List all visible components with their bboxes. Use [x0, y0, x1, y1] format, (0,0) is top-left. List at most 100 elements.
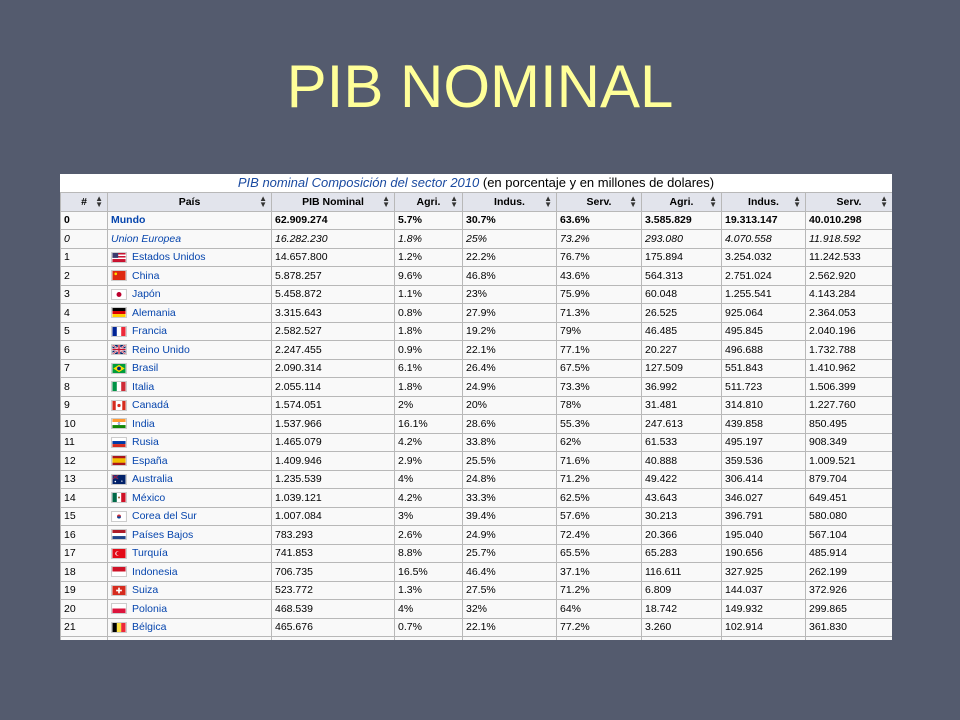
cell-indus-pct: 33.8% [462, 432, 557, 452]
cell-agri-pct: 16.5% [394, 562, 463, 582]
country-link[interactable]: Estados Unidos [132, 251, 206, 264]
sort-icon[interactable]: ▲ ▼ [450, 194, 458, 209]
cell-serv: 1.410.962 [805, 358, 892, 378]
country-link[interactable]: Francia [132, 325, 168, 338]
cell-agri-pct: 5.7% [394, 210, 463, 230]
flag-mx-icon [111, 492, 132, 504]
column-header[interactable]: # ▲ ▼ [60, 192, 108, 212]
cell-indus-pct: 27.5% [462, 580, 557, 600]
cell-serv-pct: 71.2% [556, 469, 642, 489]
country-link[interactable]: México [132, 491, 166, 504]
column-header[interactable]: Agri. ▲ ▼ [394, 192, 463, 212]
country-link[interactable]: Corea del Sur [132, 510, 197, 523]
sort-icon[interactable]: ▲ ▼ [259, 194, 267, 209]
sort-icon[interactable]: ▲ ▼ [95, 194, 103, 209]
cell-serv-pct: 73.2% [556, 229, 642, 249]
cell-agri: 6.809 [641, 580, 722, 600]
country-link[interactable]: Indonesia [132, 565, 178, 578]
country-link[interactable]: Bélgica [132, 621, 167, 634]
column-header[interactable]: PIB Nominal ▲ ▼ [271, 192, 395, 212]
caption-link[interactable]: PIB nominal [237, 175, 308, 190]
country-link[interactable]: Suiza [132, 584, 159, 597]
cell-agri: 49.422 [641, 469, 722, 489]
column-header[interactable]: Indus. ▲ ▼ [462, 192, 557, 212]
table-row: 19 Suiza 523.772 1.3% 27.5% 71.2% 6.809 144.037… [60, 580, 892, 600]
country-link[interactable]: Reino Unido [132, 343, 190, 356]
country-link[interactable]: Canadá [132, 399, 169, 412]
column-header-label: Serv. [586, 195, 612, 208]
country-link[interactable]: Países Bajos [132, 528, 194, 541]
country-cell: Francia [107, 321, 272, 341]
cell-serv-pct: 78% [556, 395, 642, 415]
country-link[interactable]: India [132, 417, 155, 430]
cell-pib: 523.772 [271, 580, 395, 600]
country-link[interactable]: Alemania [132, 306, 176, 319]
cell-serv-pct: 65.5% [556, 543, 642, 563]
cell-indus: 551.843 [721, 358, 806, 378]
column-header[interactable]: Serv. ▲ ▼ [556, 192, 642, 212]
cell-pib: 14.657.800 [271, 247, 395, 267]
column-header[interactable]: Agri. ▲ ▼ [641, 192, 722, 212]
country-cell: Corea del Sur [107, 506, 272, 526]
cell-serv: 850.495 [805, 414, 892, 434]
cell-serv-pct: 62% [556, 432, 642, 452]
sort-icon[interactable]: ▲ ▼ [629, 194, 637, 209]
cell-rank: 14 [60, 488, 108, 508]
country-link[interactable]: Rusia [132, 436, 159, 449]
flag-es-icon [111, 455, 132, 467]
cell-rank: 22 [60, 636, 108, 640]
country-link[interactable]: Australia [132, 473, 173, 486]
table-row: 4 Alemania 3.315.643 0.8% 27.9% 71.3% 26.525 92… [60, 303, 892, 323]
country-link[interactable]: China [132, 269, 160, 282]
flag-ru-icon [111, 436, 132, 448]
cell-pib: 1.007.084 [271, 506, 395, 526]
table-body: 0 Mundo 62.909.274 5.7% 30.7% 63.6% 3.585.829 1… [60, 210, 892, 640]
column-header[interactable]: Serv. ▲ ▼ [805, 192, 892, 212]
sort-icon[interactable]: ▲ ▼ [544, 194, 552, 209]
cell-serv-pct: 43.6% [556, 266, 642, 286]
cell-serv: 2.364.053 [805, 303, 892, 323]
table-row: 6 Reino Unido 2.247.455 0.9% 22.1% 77.1% 20.22… [60, 340, 892, 360]
cell-serv-pct: 57.6% [556, 506, 642, 526]
sort-icon[interactable]: ▲ ▼ [793, 194, 801, 209]
table-row: 0 Union Europea 16.282.230 1.8% 25% 73.2% 293.… [60, 229, 892, 249]
country-link[interactable]: Brasil [132, 362, 159, 375]
cell-indus-pct: 46.8% [462, 266, 557, 286]
country-link[interactable]: Turquía [132, 547, 168, 560]
country-cell: Australia [107, 469, 272, 489]
cell-serv: 11.242.533 [805, 247, 892, 267]
cell-pib: 706.735 [271, 562, 395, 582]
cell-rank: 3 [60, 284, 108, 304]
cell-agri-pct: 0.7% [394, 617, 463, 637]
cell-serv: 1.009.521 [805, 451, 892, 471]
cell-serv: 580.080 [805, 506, 892, 526]
sort-icon[interactable]: ▲ ▼ [709, 194, 717, 209]
cell-serv: 908.349 [805, 432, 892, 452]
cell-indus: 359.536 [721, 451, 806, 471]
cell-agri-pct: 4.2% [394, 488, 463, 508]
cell-indus-pct: 28.6% [462, 414, 557, 434]
country-link[interactable]: Polonia [132, 602, 168, 615]
flag-in-icon [111, 418, 132, 430]
flag-pl-icon [111, 603, 132, 615]
cell-rank: 17 [60, 543, 108, 563]
cell-rank: 20 [60, 599, 108, 619]
country-link[interactable]: Mundo [111, 214, 146, 227]
country-link[interactable]: Italia [132, 380, 155, 393]
cell-agri: 65.283 [641, 543, 722, 563]
sort-icon[interactable]: ▲ ▼ [382, 194, 390, 209]
country-cell: Reino Unido [107, 340, 272, 360]
table-row: 17 Turquía 741.853 8.8% 25.7% 65.5% 65.283 190.… [60, 543, 892, 563]
cell-indus-pct: 19.2% [462, 321, 557, 341]
country-link[interactable]: Japón [132, 288, 161, 301]
cell-serv-pct: 73.3% [556, 377, 642, 397]
country-link[interactable]: Union Europea [111, 232, 182, 245]
sort-icon[interactable]: ▲ ▼ [880, 194, 888, 209]
table-row: 12 España 1.409.946 2.9% 25.5% 71.6% 40.888 359… [60, 451, 892, 471]
table-row: 9 Canadá 1.574.051 2% 20% 78% 31.481 314.810 1.2… [60, 395, 892, 415]
column-header[interactable]: Indus. ▲ ▼ [721, 192, 806, 212]
cell-indus: 3.254.032 [721, 247, 806, 267]
country-link[interactable]: España [132, 454, 168, 467]
column-header[interactable]: País ▲ ▼ [107, 192, 272, 212]
table-row: 16 Países Bajos 783.293 2.6% 24.9% 72.4% 20.36… [60, 525, 892, 545]
